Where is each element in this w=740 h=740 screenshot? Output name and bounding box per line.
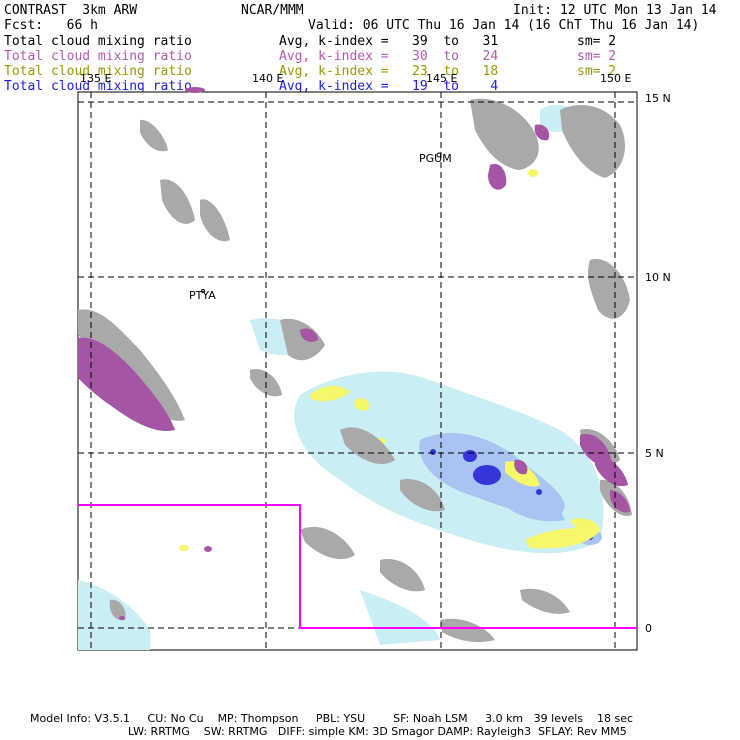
field-smooth-1: sm= 2	[577, 34, 617, 49]
inner-domain-boundary	[78, 504, 637, 629]
field-index-4: Avg, k-index = 19 to 4	[279, 79, 499, 94]
field-name-1: Total cloud mixing ratio	[4, 34, 192, 49]
lat-label-5n: 5 N	[645, 447, 664, 460]
lon-label-135: 135 E	[80, 72, 111, 85]
cloud-map: 135 E 140 E 145 E 150 E 15 N 10 N 5 N 0 …	[77, 72, 671, 651]
field-name-4: Total cloud mixing ratio	[4, 79, 192, 94]
field-index-2: Avg, k-index = 30 to 24	[279, 49, 499, 64]
field-name-2: Total cloud mixing ratio	[4, 49, 192, 64]
lat-label-10n: 10 N	[645, 271, 671, 284]
station-label-pgum: PGUM	[419, 152, 452, 165]
field-name-3: Total cloud mixing ratio	[4, 64, 192, 79]
field-index-1: Avg, k-index = 39 to 31	[279, 34, 499, 49]
lon-label-145: 145 E	[426, 72, 457, 85]
high-cloud-layer	[78, 98, 632, 643]
model-info-line-2: LW: RRTMG SW: RRTMG DIFF: simple KM: 3D …	[128, 725, 627, 738]
lat-label-0: 0	[645, 622, 652, 635]
forecast-hour: Fcst: 66 h	[4, 18, 98, 33]
map-frame	[77, 91, 638, 651]
field-smooth-3: sm= 2	[577, 64, 617, 79]
station-pgum: PGUM	[419, 152, 452, 165]
graticule	[78, 92, 637, 650]
init-time: Init: 12 UTC Mon 13 Jan 14	[513, 3, 717, 18]
model-info-line-1: Model Info: V3.5.1 CU: No Cu MP: Thompso…	[30, 712, 634, 725]
model-title: CONTRAST 3km ARW	[4, 3, 138, 18]
lat-label-15n: 15 N	[645, 92, 671, 105]
field-smooth-2: sm= 2	[577, 49, 617, 64]
field-index-3: Avg, k-index = 23 to 18	[279, 64, 499, 79]
valid-time: Valid: 06 UTC Thu 16 Jan 14 (16 ChT Thu …	[308, 18, 700, 33]
lon-label-140: 140 E	[252, 72, 283, 85]
center-title: NCAR/MMM	[241, 3, 304, 18]
station-ptya: PTYA	[189, 289, 216, 302]
lon-label-150: 150 E	[600, 72, 631, 85]
station-label-ptya: PTYA	[189, 289, 216, 302]
